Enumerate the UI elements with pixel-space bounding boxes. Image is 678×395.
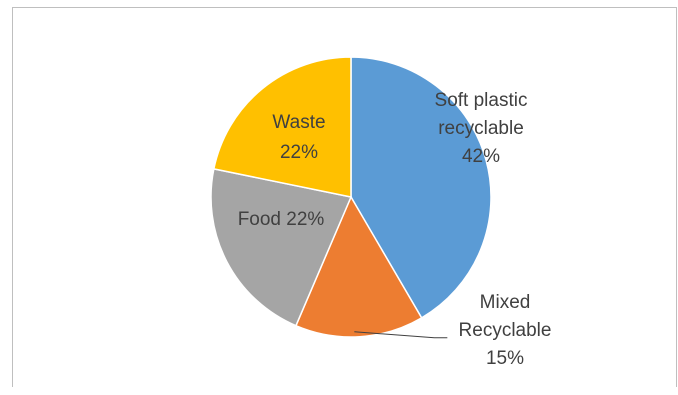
data-label-food: Food 22% — [238, 209, 325, 230]
data-label-line: 15% — [486, 348, 524, 369]
pie-slice-food — [210, 168, 353, 327]
data-label-line: Waste — [272, 112, 325, 133]
data-label-line: 22% — [280, 142, 318, 163]
data-label-waste: Waste 22% — [272, 112, 325, 163]
data-label-line: recyclable — [438, 118, 524, 139]
pie-slice-mixed-recyclable — [294, 195, 423, 338]
pie-chart: Soft plastic recyclable 42% Mixed Recyclable… — [210, 56, 552, 369]
pie-slice-waste — [212, 56, 352, 198]
pie-slice-soft-plastic-recyclable — [350, 56, 492, 319]
data-label-line: Recyclable — [459, 320, 552, 341]
chart-area: Soft plastic recyclable 42% Mixed Recyclable… — [12, 7, 677, 387]
data-label-line: Mixed — [480, 292, 531, 313]
data-label-line: Soft plastic — [435, 90, 528, 111]
data-label-soft-plastic-recyclable: Soft plastic recyclable 42% — [435, 90, 528, 167]
data-label-mixed-recyclable: Mixed Recyclable 15% — [459, 292, 552, 369]
leader-line-mixed-recyclable — [354, 331, 448, 339]
data-label-line: Food 22% — [238, 209, 325, 230]
data-label-line: 42% — [462, 146, 500, 167]
